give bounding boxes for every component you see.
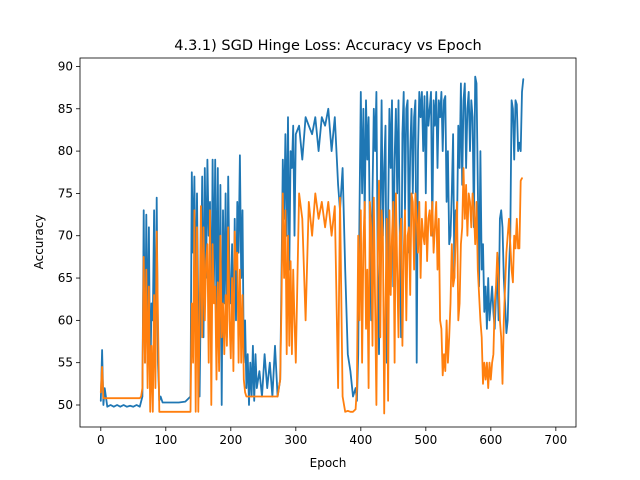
x-tick-label: 500	[414, 433, 437, 447]
x-axis: 0 100 200 300 400 500 600 700	[97, 427, 567, 447]
series-line-test	[99, 167, 523, 415]
x-tick-label: 0	[97, 433, 105, 447]
axes-frame	[79, 57, 577, 428]
x-tick-label: 400	[349, 433, 372, 447]
y-tick-label: 90	[58, 59, 73, 73]
series-line-train	[99, 75, 525, 408]
y-tick-label: 85	[58, 102, 73, 116]
y-tick-label: 55	[58, 356, 73, 370]
plot-area	[79, 57, 577, 428]
x-axis-label: Epoch	[310, 456, 347, 470]
x-tick-label: 100	[154, 433, 177, 447]
y-tick-label: 75	[58, 186, 73, 200]
y-tick-label: 70	[58, 229, 73, 243]
y-tick-label: 60	[58, 313, 73, 327]
x-tick-label: 700	[544, 433, 567, 447]
x-tick-label: 600	[479, 433, 502, 447]
y-tick-label: 80	[58, 144, 73, 158]
series-layer	[99, 75, 525, 415]
y-axis-label: Accuracy	[32, 215, 46, 270]
chart-title: 4.3.1) SGD Hinge Loss: Accuracy vs Epoch	[174, 38, 481, 54]
x-tick-label: 200	[219, 433, 242, 447]
x-tick-label: 300	[284, 433, 307, 447]
y-axis: 50 55 60 65 70 75 80 85 90	[58, 59, 80, 412]
y-tick-label: 65	[58, 271, 73, 285]
y-tick-label: 50	[58, 398, 73, 412]
